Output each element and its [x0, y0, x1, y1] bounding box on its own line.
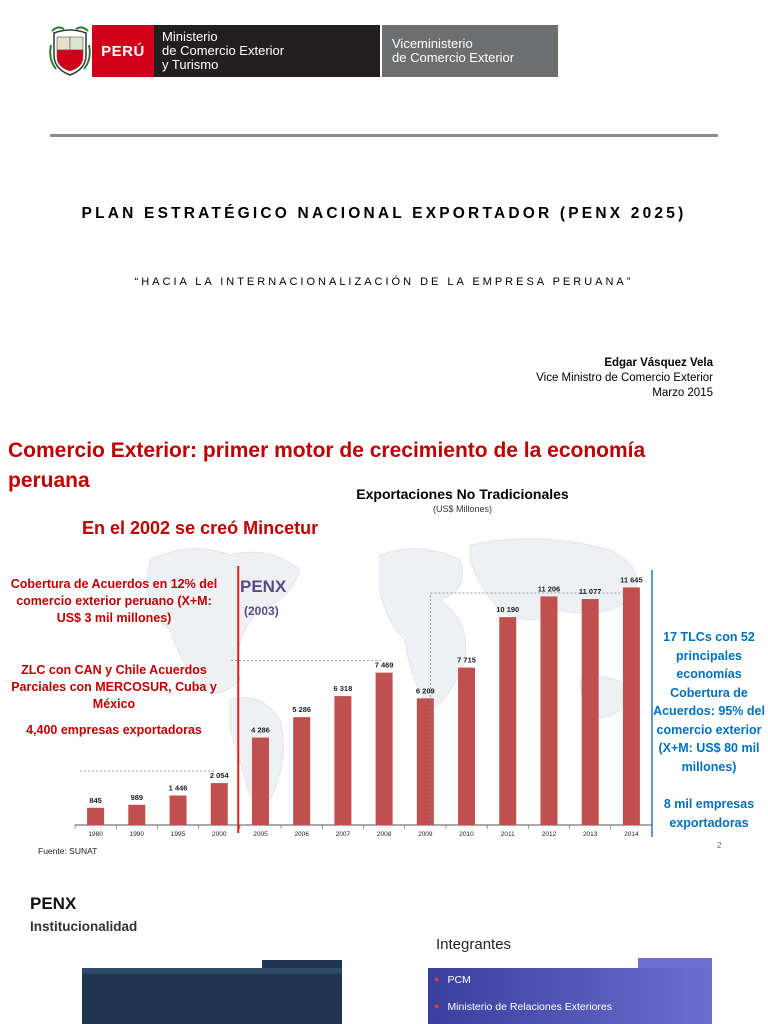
value-label-2007: 6 318: [334, 684, 353, 693]
ministerio-line-3: y Turismo: [162, 57, 219, 72]
value-label-2008: 7 469: [375, 661, 394, 670]
coverage-2002-note: Cobertura de Acuerdos en 12% del comerci…: [10, 577, 218, 625]
coat-of-arms-icon: [48, 25, 92, 77]
exporters-2002-note: 4,400 empresas exportadoras: [26, 723, 202, 737]
author-role: Vice Ministro de Comercio Exterior: [536, 372, 713, 384]
guide-2014-level: [429, 592, 628, 825]
slide3-title: PENX: [30, 894, 77, 913]
list-item: ● PCM: [434, 974, 612, 1001]
integrante-pcm: PCM: [447, 974, 471, 986]
author-block: Edgar Vásquez Vela Vice Ministro de Come…: [536, 356, 713, 401]
value-label-1990: 989: [131, 793, 144, 802]
exporters-2014-note: 8 mil empresas exportadoras: [663, 797, 755, 830]
x-tick-1980: 1980: [88, 831, 103, 838]
presentation-subtitle: “HACIA LA INTERNACIONALIZACIÓN DE LA EMP…: [134, 276, 634, 288]
value-label-1980: 845: [89, 796, 102, 805]
right-box-accent: [638, 958, 712, 968]
x-tick-2008: 2008: [377, 831, 392, 838]
coverage-2014-note: 17 TLCs con 52 principales economías Cob…: [653, 630, 765, 774]
bar-2014: [622, 587, 640, 825]
bar-1990: [128, 804, 146, 825]
integrantes-list: ● PCM ● Ministerio de Relaciones Exteriore…: [434, 974, 612, 1024]
agreements-2002-note: ZLC con CAN y Chile Acuerdos Parciales c…: [11, 663, 217, 711]
x-tick-2009: 2009: [418, 831, 433, 838]
integrantes-label: Integrantes: [436, 936, 512, 953]
x-tick-2005: 2005: [253, 831, 268, 838]
bar-2000: [210, 783, 228, 825]
bar-2011: [499, 617, 517, 825]
value-label-2013: 11 077: [579, 587, 602, 596]
bar-2012: [540, 596, 558, 825]
peru-brand-text: PERÚ: [101, 42, 145, 60]
peru-brand: PERÚ: [92, 25, 154, 77]
bar-2008: [375, 672, 393, 825]
value-label-2009: 6 209: [416, 686, 435, 695]
chart-value-labels: 845 989 1 446 2 054 4 286 5 286 6 318 7 469 6 20…: [89, 575, 642, 804]
value-label-2010: 7 715: [457, 656, 476, 665]
mincetur-note: En el 2002 se creó Mincetur: [82, 518, 319, 538]
x-tick-2012: 2012: [542, 831, 557, 838]
bar-2010: [458, 667, 476, 825]
x-tick-1990: 1990: [130, 831, 145, 838]
value-label-2000: 2 054: [210, 771, 230, 780]
bar-2009: [416, 698, 434, 825]
value-label-2006: 5 286: [292, 705, 311, 714]
value-label-2005: 4 286: [251, 726, 270, 735]
ministerio-brand: Ministerio de Comercio Exterior y Turism…: [154, 25, 380, 77]
page-number: 2: [717, 841, 722, 850]
ministerio-line-1: Ministerio: [162, 29, 218, 44]
x-tick-2013: 2013: [583, 831, 598, 838]
chart-source: Fuente: SUNAT: [38, 846, 98, 856]
ministerio-line-2: de Comercio Exterior: [162, 43, 285, 58]
x-tick-2000: 2000: [212, 831, 227, 838]
value-label-1995: 1 446: [169, 784, 188, 793]
chart-unit: (US$ Millones): [432, 504, 492, 514]
left-box-accent: [262, 960, 342, 968]
value-label-2011: 10 190: [496, 605, 519, 614]
chart-guides: [80, 566, 653, 837]
x-tick-2010: 2010: [459, 831, 474, 838]
x-tick-2011: 2011: [501, 831, 515, 838]
institution-graphic: [82, 968, 342, 1024]
chart-x-ticks: 1980 1990 1995 2000 2005 2006 2007 2008 2009 2010…: [74, 825, 639, 838]
bar-1995: [169, 795, 187, 825]
viceministerio-brand: Viceministerio de Comercio Exterior: [382, 25, 558, 77]
value-label-2014: 11 645: [620, 575, 643, 584]
list-item: ● Ministerio de Relaciones Exteriores: [434, 1001, 612, 1024]
bullet-icon: ●: [434, 974, 440, 984]
author-name: Edgar Vásquez Vela: [604, 357, 713, 369]
chart-title: Exportaciones No Tradicionales: [356, 486, 569, 502]
integrante-rree: Ministerio de Relaciones Exteriores: [447, 1001, 613, 1013]
value-label-2012: 11 206: [538, 584, 561, 593]
bar-2013: [581, 599, 599, 825]
penx-label: PENX: [240, 577, 287, 596]
bar-1980: [87, 807, 105, 825]
x-tick-2014: 2014: [624, 831, 639, 838]
presentation-title: PLAN ESTRATÉGICO NACIONAL EXPORTADOR (PE…: [81, 205, 687, 222]
x-tick-1995: 1995: [171, 831, 186, 838]
x-tick-2006: 2006: [294, 831, 309, 838]
chart-bars: [87, 587, 640, 825]
bar-2007: [334, 696, 352, 825]
penx-year: (2003): [244, 604, 279, 618]
author-date: Marzo 2015: [652, 387, 713, 399]
vice-line-1: Viceministerio: [392, 36, 473, 51]
bar-2005: [251, 737, 269, 825]
x-tick-2007: 2007: [336, 831, 351, 838]
bar-2006: [293, 717, 311, 825]
slide3-subtitle: Institucionalidad: [30, 919, 138, 934]
integrantes-box: [428, 968, 712, 1024]
header-logos: PERÚ Ministerio de Comercio Exterior y T…: [48, 25, 558, 77]
bullet-icon: ●: [434, 1001, 440, 1011]
header-divider: [50, 134, 718, 137]
slide2-heading: Comercio Exterior: primer motor de creci…: [8, 439, 646, 492]
vice-line-2: de Comercio Exterior: [392, 50, 515, 65]
